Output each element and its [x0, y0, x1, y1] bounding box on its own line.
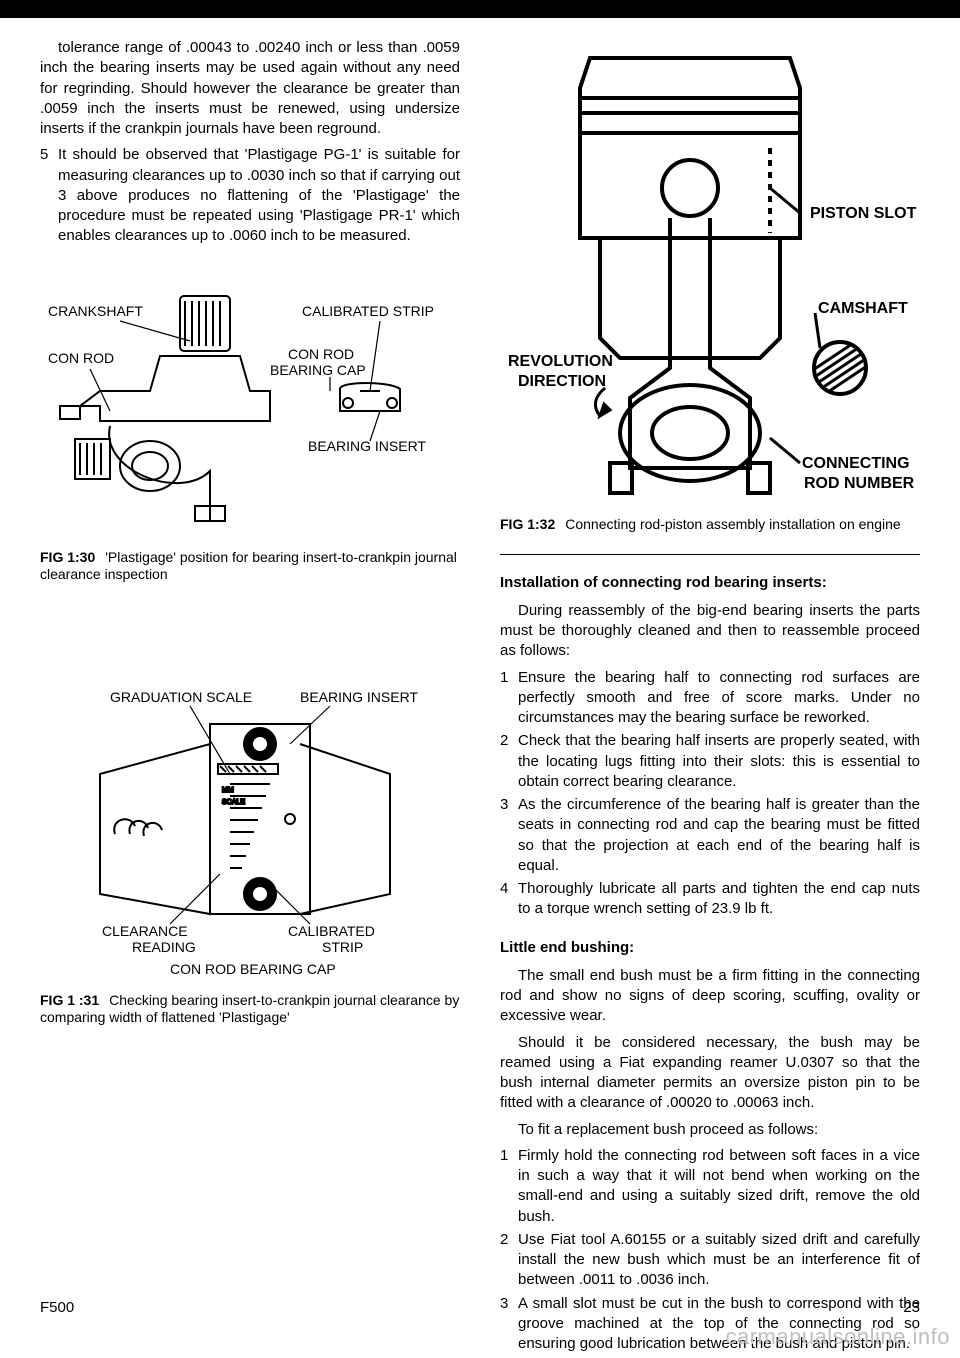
label-calibrated-strip: CALIBRATED STRIP [302, 303, 434, 319]
label-graduation-scale: GRADUATION SCALE [110, 689, 252, 705]
para-littleend-c: To fit a replacement bush proceed as fol… [500, 1120, 920, 1140]
list-text: Thoroughly lubricate all parts and tight… [518, 879, 920, 920]
figure-1-32: PISTON SLOT CAMSHAFT REVOLUTION DIRECTIO… [500, 38, 920, 534]
label-connecting-2: ROD NUMBER [804, 475, 915, 492]
svg-text:MM: MM [222, 787, 234, 794]
page-content: tolerance range of .00043 to .00240 inch… [0, 18, 960, 1357]
label-revolution-1: REVOLUTION [508, 353, 613, 370]
fig132-caption-text: Connecting rod-piston assembly installat… [565, 516, 900, 532]
list-number: 2 [500, 1230, 518, 1291]
label-clearance-1: CLEARANCE [102, 923, 188, 939]
divider [500, 554, 920, 555]
label-revolution-2: DIRECTION [518, 373, 606, 390]
list-item-5: 5 It should be observed that 'Plastigage… [40, 145, 460, 246]
heading-little-end: Little end bushing: [500, 938, 920, 958]
right-column: PISTON SLOT CAMSHAFT REVOLUTION DIRECTIO… [500, 38, 920, 1357]
label-bearing-insert-2: BEARING INSERT [300, 689, 418, 705]
label-calibrated-2: STRIP [322, 939, 363, 955]
list-number: 1 [500, 1146, 518, 1227]
list-number: 4 [500, 879, 518, 920]
label-bearing-insert: BEARING INSERT [308, 438, 426, 454]
footer-right: 23 [903, 1298, 920, 1318]
list-item: 3As the circumference of the bearing hal… [500, 795, 920, 876]
para-installation: During reassembly of the big-end bearing… [500, 601, 920, 662]
label-clearance-2: READING [132, 939, 196, 955]
label-connecting-1: CONNECTING [802, 455, 910, 472]
top-black-bar [0, 0, 960, 18]
fig132-caption: FIG 1:32 Connecting rod-piston assembly i… [500, 516, 920, 534]
fig130-caption-text: 'Plastigage' position for bearing insert… [40, 549, 457, 583]
page-footer: F500 23 [40, 1298, 920, 1318]
svg-text:SCALE: SCALE [222, 799, 245, 806]
para-littleend-a: The small end bush must be a firm fittin… [500, 966, 920, 1027]
list-text: As the circumference of the bearing half… [518, 795, 920, 876]
list-item: 2Use Fiat tool A.60155 or a suitably siz… [500, 1230, 920, 1291]
watermark: carmanualsonline.info [725, 1322, 950, 1352]
fig130-svg: CRANKSHAFT CALIBRATED STRIP CON ROD CON … [40, 271, 460, 541]
fig132-caption-bold: FIG 1:32 [500, 516, 555, 532]
list-item: 1Ensure the bearing half to connecting r… [500, 668, 920, 729]
fig131-caption: FIG 1 :31Checking bearing insert-to-cran… [40, 992, 460, 1027]
list-text: Ensure the bearing half to connecting ro… [518, 668, 920, 729]
list-number: 2 [500, 731, 518, 792]
fig131-caption-text: Checking bearing insert-to-crankpin jour… [40, 992, 459, 1026]
item5-text: It should be observed that 'Plastigage P… [58, 145, 460, 246]
fig130-caption-bold: FIG 1:30 [40, 549, 95, 565]
list-text: Firmly hold the connecting rod between s… [518, 1146, 920, 1227]
label-con-rod-bearing-cap-2: BEARING CAP [270, 362, 366, 378]
fig130-caption: FIG 1:30'Plastigage' position for bearin… [40, 549, 460, 584]
para-littleend-b: Should it be considered necessary, the b… [500, 1033, 920, 1114]
label-piston-slot: PISTON SLOT [810, 205, 917, 222]
heading-installation: Installation of connecting rod bearing i… [500, 573, 920, 593]
list-text: Use Fiat tool A.60155 or a suitably size… [518, 1230, 920, 1291]
list-installation: 1Ensure the bearing half to connecting r… [500, 668, 920, 920]
fig132-svg: PISTON SLOT CAMSHAFT REVOLUTION DIRECTIO… [500, 38, 920, 508]
item5-number: 5 [40, 145, 58, 246]
figure-1-31: GRADUATION SCALE BEARING INSERT CLEARANC… [40, 684, 460, 1027]
figure-1-30: CRANKSHAFT CALIBRATED STRIP CON ROD CON … [40, 271, 460, 584]
list-number: 1 [500, 668, 518, 729]
list-item: 4Thoroughly lubricate all parts and tigh… [500, 879, 920, 920]
label-camshaft: CAMSHAFT [818, 300, 908, 317]
fig131-caption-bold: FIG 1 :31 [40, 992, 99, 1008]
label-con-rod-cap-2: CON ROD BEARING CAP [170, 961, 336, 977]
tolerance-paragraph: tolerance range of .00043 to .00240 inch… [40, 38, 460, 139]
label-con-rod: CON ROD [48, 350, 114, 366]
list-item: 1Firmly hold the connecting rod between … [500, 1146, 920, 1227]
list-item: 2Check that the bearing half inserts are… [500, 731, 920, 792]
left-column: tolerance range of .00043 to .00240 inch… [40, 38, 460, 1357]
footer-left: F500 [40, 1298, 74, 1318]
label-crankshaft: CRANKSHAFT [48, 303, 143, 319]
list-number: 3 [500, 795, 518, 876]
label-calibrated-1: CALIBRATED [288, 923, 375, 939]
list-text: Check that the bearing half inserts are … [518, 731, 920, 792]
label-con-rod-bearing-cap-1: CON ROD [288, 346, 354, 362]
fig131-svg: GRADUATION SCALE BEARING INSERT CLEARANC… [40, 684, 460, 984]
